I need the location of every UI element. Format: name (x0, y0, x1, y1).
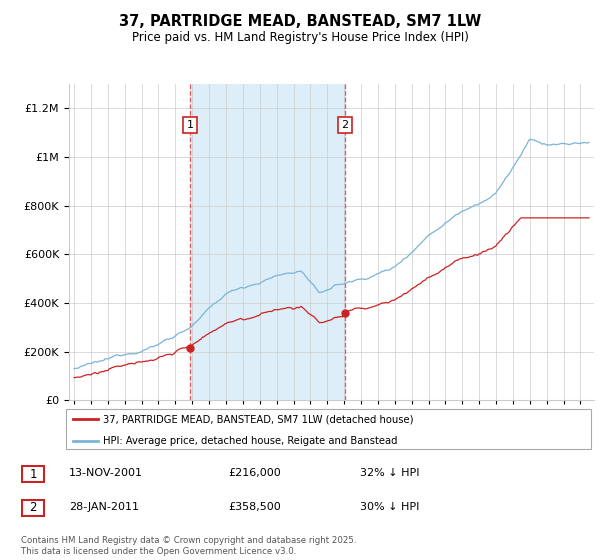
Text: 32% ↓ HPI: 32% ↓ HPI (360, 468, 419, 478)
Text: 37, PARTRIDGE MEAD, BANSTEAD, SM7 1LW: 37, PARTRIDGE MEAD, BANSTEAD, SM7 1LW (119, 14, 481, 29)
Text: £358,500: £358,500 (228, 502, 281, 512)
FancyBboxPatch shape (22, 500, 44, 516)
Text: HPI: Average price, detached house, Reigate and Banstead: HPI: Average price, detached house, Reig… (103, 436, 397, 446)
Text: 13-NOV-2001: 13-NOV-2001 (69, 468, 143, 478)
FancyBboxPatch shape (65, 409, 592, 449)
Text: £216,000: £216,000 (228, 468, 281, 478)
Text: 30% ↓ HPI: 30% ↓ HPI (360, 502, 419, 512)
Text: Contains HM Land Registry data © Crown copyright and database right 2025.
This d: Contains HM Land Registry data © Crown c… (21, 536, 356, 556)
Text: 2: 2 (341, 120, 349, 130)
Text: 2: 2 (29, 501, 37, 515)
Text: 28-JAN-2011: 28-JAN-2011 (69, 502, 139, 512)
Text: 1: 1 (29, 468, 37, 481)
Text: 37, PARTRIDGE MEAD, BANSTEAD, SM7 1LW (detached house): 37, PARTRIDGE MEAD, BANSTEAD, SM7 1LW (d… (103, 414, 413, 424)
Text: Price paid vs. HM Land Registry's House Price Index (HPI): Price paid vs. HM Land Registry's House … (131, 31, 469, 44)
Text: 1: 1 (187, 120, 194, 130)
FancyBboxPatch shape (22, 466, 44, 482)
Bar (190, 84, 345, 400)
